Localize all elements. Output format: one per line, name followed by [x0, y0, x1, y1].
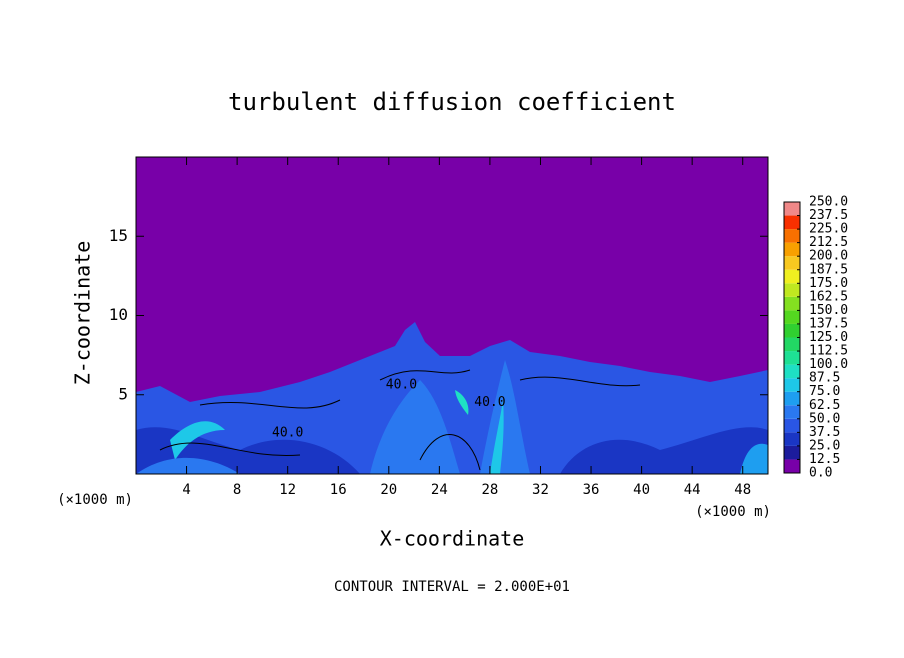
contour-line — [159, 369, 641, 471]
colorbar-bin — [784, 445, 800, 460]
colorbar-label: 0.0 — [809, 466, 832, 481]
colorbar-bin — [784, 459, 800, 473]
colorbar-bin — [784, 323, 800, 338]
colorbar-label: 137.5 — [809, 316, 848, 331]
field-shape — [370, 380, 460, 474]
y-tick-label: 10 — [109, 305, 128, 324]
y-tick-label: 15 — [109, 226, 128, 245]
x-tick-label: 36 — [583, 482, 600, 498]
field — [136, 322, 768, 474]
chart-title: turbulent diffusion coefficient — [228, 88, 676, 116]
colorbar-label: 50.0 — [809, 411, 840, 426]
colorbar-label: 250.0 — [809, 195, 848, 210]
x-tick-label: 20 — [380, 482, 397, 498]
colorbar-bin — [784, 405, 800, 419]
colorbar-label: 87.5 — [809, 371, 840, 386]
field-shape — [136, 457, 240, 474]
colorbar-bin — [784, 378, 800, 392]
colorbar-bin — [784, 364, 800, 379]
field-shape — [490, 400, 504, 474]
x-tick-label: 48 — [734, 482, 751, 498]
x-tick-label: 24 — [431, 482, 448, 498]
colorbar-label: 187.5 — [809, 262, 848, 277]
colorbar-label: 25.0 — [809, 438, 840, 453]
x-tick-label: 40 — [633, 482, 650, 498]
contour-label: 40.0 — [474, 395, 505, 410]
x-tick-label: 32 — [532, 482, 549, 498]
x-tick-label: 16 — [330, 482, 347, 498]
colorbar-bin — [784, 296, 800, 311]
colorbar-bin — [784, 432, 800, 446]
field-shape — [170, 421, 225, 460]
x-unit-label: (×1000 m) — [695, 504, 771, 520]
colorbar-bin — [784, 242, 800, 257]
colorbar-label: 125.0 — [809, 330, 848, 345]
field-shape — [740, 443, 768, 474]
colorbar-label: 37.5 — [809, 425, 840, 440]
x-tick-label: 44 — [684, 482, 701, 498]
colorbar-bin — [784, 269, 800, 284]
field-shape — [560, 427, 768, 474]
y-tick-label: 5 — [118, 384, 128, 403]
colorbar-label: 75.0 — [809, 384, 840, 399]
colorbar-bin — [784, 202, 800, 216]
contour-label: 40.0 — [272, 425, 303, 440]
colorbar-label: 212.5 — [809, 235, 848, 250]
footer: CONTOUR INTERVAL = 2.000E+01 — [334, 579, 570, 595]
colorbar-label: 225.0 — [809, 222, 848, 237]
colorbar-label: 100.0 — [809, 357, 848, 372]
x-tick-label: 8 — [233, 482, 241, 498]
colorbar-bin — [784, 337, 800, 352]
x-unit-label: (×1000 m) — [57, 492, 133, 508]
y-axis-label: Z-coordinate — [71, 241, 95, 386]
colorbar-bin — [784, 418, 800, 433]
colorbar-label: 12.5 — [809, 452, 840, 467]
colorbar-label: 175.0 — [809, 276, 848, 291]
x-tick-label: 28 — [481, 482, 498, 498]
x-tick-label: 12 — [279, 482, 296, 498]
x-tick-label: 4 — [182, 482, 190, 498]
colorbar-bin — [784, 215, 800, 230]
field-shape — [136, 322, 768, 474]
contour-label: 40.0 — [386, 378, 417, 393]
colorbar-label: 237.5 — [809, 208, 848, 223]
field-shape — [455, 390, 469, 415]
colorbar-label: 162.5 — [809, 289, 848, 304]
colorbar-bin — [784, 256, 800, 270]
colorbar-label: 150.0 — [809, 303, 848, 318]
field-shape — [480, 360, 530, 474]
colorbar-bin — [784, 310, 800, 324]
colorbar-label: 112.5 — [809, 344, 848, 359]
x-axis-label: X-coordinate — [380, 527, 525, 551]
colorbar-bin — [784, 229, 800, 243]
colorbar-label: 62.5 — [809, 398, 840, 413]
colorbar-bin — [784, 351, 800, 365]
colorbar-label: 200.0 — [809, 249, 848, 264]
colorbar-bin — [784, 283, 800, 297]
colorbar-bin — [784, 391, 800, 406]
